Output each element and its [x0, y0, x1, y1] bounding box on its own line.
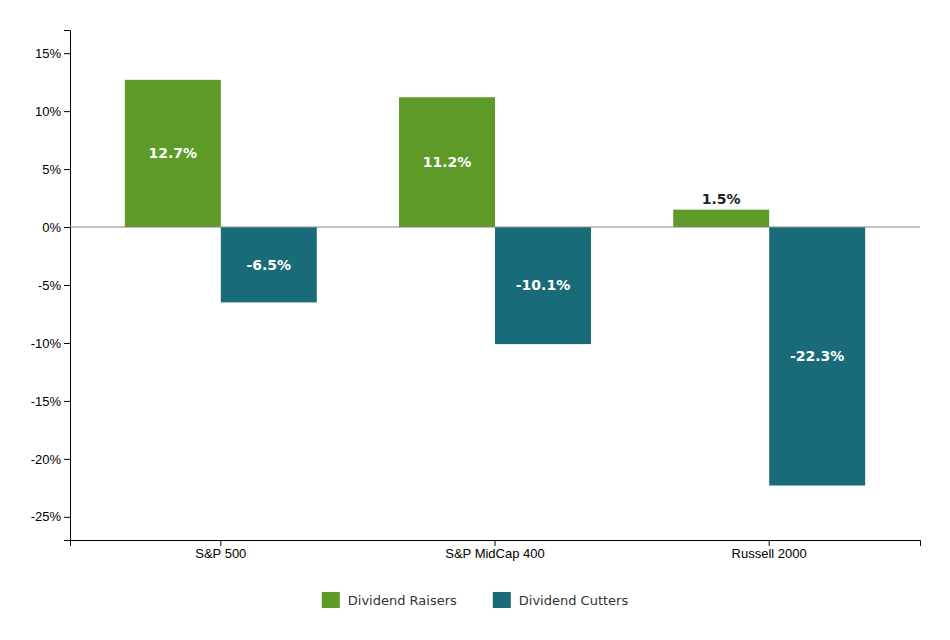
- plot: -25%-20%-15%-10%-5%0%5%10%15%S&P 500S&P …: [31, 31, 921, 562]
- x-tick-mark: [495, 540, 496, 546]
- chart: -25%-20%-15%-10%-5%0%5%10%15%S&P 500S&P …: [0, 0, 950, 640]
- data-label: -6.5%: [246, 257, 291, 273]
- data-label: -22.3%: [790, 348, 844, 364]
- y-tick-label: 10%: [35, 104, 61, 119]
- y-axis-line: [64, 31, 71, 541]
- y-tick: -5%: [38, 278, 70, 293]
- y-tick-label: -10%: [31, 336, 62, 351]
- bar: [673, 210, 769, 227]
- y-tick: 5%: [42, 162, 70, 177]
- y-tick-label: 0%: [42, 220, 61, 235]
- data-label: -10.1%: [516, 277, 570, 293]
- y-tick: 10%: [35, 104, 70, 119]
- y-tick: 15%: [35, 46, 70, 61]
- y-tick-label: -20%: [31, 452, 62, 467]
- x-tick-mark: [769, 540, 770, 546]
- x-tick: Russell 2000: [732, 540, 807, 561]
- bar: [769, 227, 865, 485]
- y-tick-mark: [64, 285, 70, 286]
- legend: Dividend Raisers Dividend Cutters: [322, 592, 629, 608]
- bar: [125, 80, 221, 227]
- y-tick-label: -5%: [38, 278, 62, 293]
- y-tick: -10%: [31, 336, 70, 351]
- data-labels: 12.7% 11.2% 1.5% -6.5% -10.1% -22.3%: [149, 145, 845, 364]
- bars: [125, 80, 865, 486]
- y-tick: -25%: [31, 509, 70, 524]
- x-tick-mark: [220, 540, 221, 546]
- legend-swatch: [322, 592, 340, 608]
- legend-item: Dividend Cutters: [493, 592, 629, 608]
- legend-swatch: [493, 592, 511, 608]
- data-label: 12.7%: [149, 145, 198, 161]
- y-tick-mark: [64, 169, 70, 170]
- y-tick-mark: [64, 227, 70, 228]
- y-tick-label: 5%: [42, 162, 61, 177]
- legend-label: Dividend Raisers: [348, 593, 457, 608]
- y-tick-mark: [64, 401, 70, 402]
- x-tick: S&P MidCap 400: [445, 540, 545, 561]
- data-label: 1.5%: [702, 191, 741, 207]
- bar: [495, 227, 591, 344]
- y-tick-mark: [64, 343, 70, 344]
- y-tick-label: -25%: [31, 509, 62, 524]
- x-tick-label: S&P 500: [195, 546, 246, 561]
- bar: [399, 97, 495, 227]
- y-tick: -15%: [31, 394, 70, 409]
- y-tick-label: -15%: [31, 394, 62, 409]
- y-axis: -25% -20% -15% -10% -5% 0% 5% 10% 15%: [31, 31, 71, 541]
- x-tick-label: Russell 2000: [732, 546, 807, 561]
- legend-label: Dividend Cutters: [519, 593, 629, 608]
- y-tick-mark: [64, 111, 70, 112]
- legend-item: Dividend Raisers: [322, 592, 457, 608]
- x-tick: S&P 500: [195, 540, 246, 561]
- x-tick-label: S&P MidCap 400: [445, 546, 545, 561]
- y-tick: -20%: [31, 452, 70, 467]
- y-tick-mark: [64, 517, 70, 518]
- bar: [221, 227, 317, 302]
- y-tick-label: 15%: [35, 46, 61, 61]
- zero-line: [70, 227, 920, 228]
- y-tick: 0%: [42, 220, 70, 235]
- x-axis: S&P 500 S&P MidCap 400 Russell 2000: [71, 540, 921, 561]
- x-axis-line: [71, 541, 921, 547]
- y-tick-mark: [64, 53, 70, 54]
- data-label: 11.2%: [423, 154, 472, 170]
- y-tick-mark: [64, 459, 70, 460]
